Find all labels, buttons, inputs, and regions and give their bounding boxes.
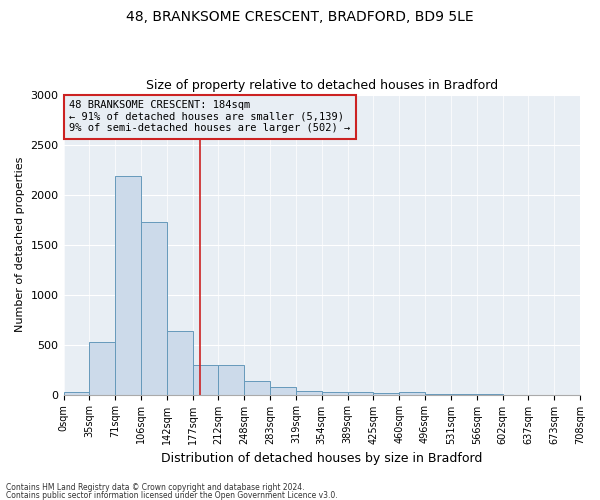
Bar — [193, 365, 218, 394]
Bar — [373, 392, 399, 394]
Bar — [244, 380, 270, 394]
Bar — [296, 390, 322, 394]
Text: 48 BRANKSOME CRESCENT: 184sqm
← 91% of detached houses are smaller (5,139)
9% of: 48 BRANKSOME CRESCENT: 184sqm ← 91% of d… — [69, 100, 350, 134]
Text: 48, BRANKSOME CRESCENT, BRADFORD, BD9 5LE: 48, BRANKSOME CRESCENT, BRADFORD, BD9 5L… — [126, 10, 474, 24]
Bar — [347, 392, 373, 394]
Bar — [89, 342, 115, 394]
Bar — [270, 386, 296, 394]
Text: Contains HM Land Registry data © Crown copyright and database right 2024.: Contains HM Land Registry data © Crown c… — [6, 484, 305, 492]
Bar — [399, 392, 425, 394]
Bar — [218, 365, 244, 394]
X-axis label: Distribution of detached houses by size in Bradford: Distribution of detached houses by size … — [161, 452, 482, 465]
Bar — [141, 222, 167, 394]
Bar — [322, 392, 347, 394]
Title: Size of property relative to detached houses in Bradford: Size of property relative to detached ho… — [146, 79, 498, 92]
Bar — [115, 176, 141, 394]
Bar — [64, 392, 89, 394]
Bar — [167, 331, 193, 394]
Y-axis label: Number of detached properties: Number of detached properties — [15, 157, 25, 332]
Text: Contains public sector information licensed under the Open Government Licence v3: Contains public sector information licen… — [6, 490, 338, 500]
